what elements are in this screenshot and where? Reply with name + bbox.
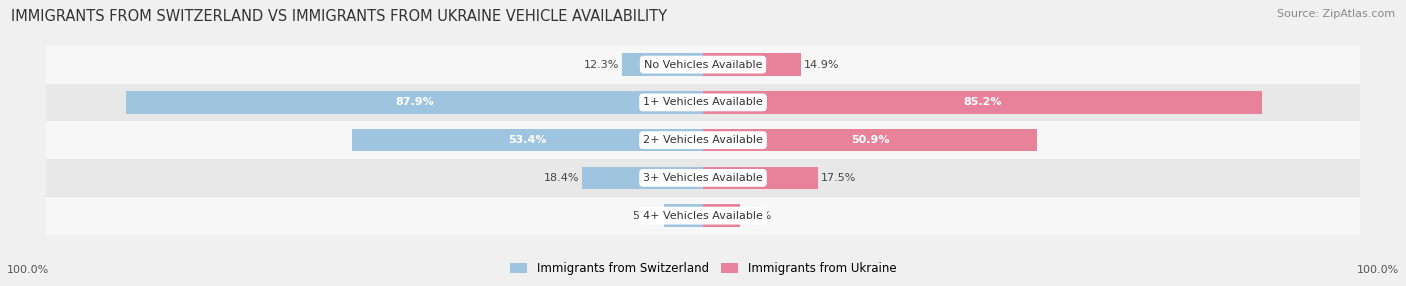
Bar	[703, 129, 1038, 152]
Bar	[703, 166, 818, 189]
Text: 53.4%: 53.4%	[509, 135, 547, 145]
Legend: Immigrants from Switzerland, Immigrants from Ukraine: Immigrants from Switzerland, Immigrants …	[505, 258, 901, 280]
Text: 50.9%: 50.9%	[851, 135, 890, 145]
Text: 17.5%: 17.5%	[821, 173, 856, 183]
Text: Source: ZipAtlas.com: Source: ZipAtlas.com	[1277, 9, 1395, 19]
Text: 3+ Vehicles Available: 3+ Vehicles Available	[643, 173, 763, 183]
Bar	[46, 46, 1360, 84]
Text: 5.6%: 5.6%	[742, 211, 772, 221]
Text: 4+ Vehicles Available: 4+ Vehicles Available	[643, 211, 763, 221]
Bar	[623, 53, 703, 76]
Text: 100.0%: 100.0%	[1357, 265, 1399, 275]
Bar	[46, 84, 1360, 121]
Text: IMMIGRANTS FROM SWITZERLAND VS IMMIGRANTS FROM UKRAINE VEHICLE AVAILABILITY: IMMIGRANTS FROM SWITZERLAND VS IMMIGRANT…	[11, 9, 668, 23]
Text: 12.3%: 12.3%	[583, 60, 619, 69]
Bar	[353, 129, 703, 152]
Bar	[703, 53, 801, 76]
Text: 2+ Vehicles Available: 2+ Vehicles Available	[643, 135, 763, 145]
Bar	[46, 159, 1360, 197]
Text: 1+ Vehicles Available: 1+ Vehicles Available	[643, 98, 763, 107]
Text: 18.4%: 18.4%	[543, 173, 579, 183]
Text: 87.9%: 87.9%	[395, 98, 434, 107]
Bar	[703, 91, 1263, 114]
Bar	[127, 91, 703, 114]
Bar	[46, 121, 1360, 159]
Text: 100.0%: 100.0%	[7, 265, 49, 275]
Text: No Vehicles Available: No Vehicles Available	[644, 60, 762, 69]
Text: 5.9%: 5.9%	[633, 211, 661, 221]
Text: 14.9%: 14.9%	[804, 60, 839, 69]
Bar	[664, 204, 703, 227]
Bar	[46, 197, 1360, 235]
Text: 85.2%: 85.2%	[963, 98, 1002, 107]
Bar	[703, 204, 740, 227]
Bar	[582, 166, 703, 189]
